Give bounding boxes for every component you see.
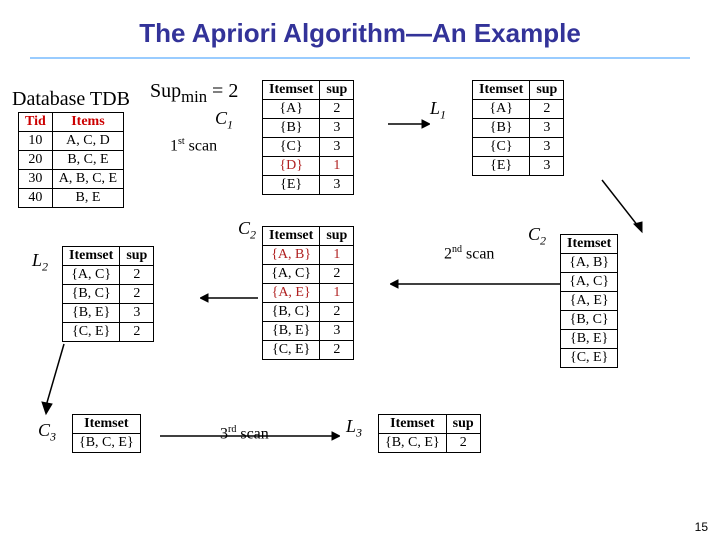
c3-label: C3 (38, 420, 56, 445)
c3-table: Itemset{B, C, E} (72, 414, 141, 453)
arrow-c2r-c2m (390, 278, 560, 290)
c2-mid-label: C2 (238, 218, 256, 243)
tdb-table: TidItems10A, C, D20B, C, E30A, B, C, E40… (18, 112, 124, 208)
c1-label: C1 (215, 108, 233, 133)
title-underline (30, 57, 690, 59)
c2-right-label: C2 (528, 224, 546, 249)
arrow-c1-l1 (388, 118, 430, 130)
l3-label: L3 (346, 416, 362, 441)
l2-label: L2 (32, 250, 48, 275)
slide-title: The Apriori Algorithm—An Example (0, 0, 720, 49)
db-label: Database TDB (12, 88, 130, 111)
arrow-c2m-l2 (200, 292, 258, 304)
c1-table: Itemsetsup{A}2{B}3{C}3{D}1{E}3 (262, 80, 354, 195)
l1-label: L1 (430, 98, 446, 123)
arrow-l2-c3 (34, 342, 84, 416)
l1-table: Itemsetsup{A}2{B}3{C}3{E}3 (472, 80, 564, 176)
supmin-label: Supmin = 2 (150, 80, 238, 107)
arrow-c3-l3 (160, 430, 340, 442)
scan1-label: 1st scan (170, 136, 217, 155)
page-number: 15 (695, 520, 708, 534)
c2-mid-table: Itemsetsup{A, B}1{A, C}2{A, E}1{B, C}2{B… (262, 226, 354, 360)
scan2-label: 2nd scan (444, 244, 494, 263)
arrow-l1-c2 (596, 176, 646, 236)
l2-table: Itemsetsup{A, C}2{B, C}2{B, E}3{C, E}2 (62, 246, 154, 342)
c2-right-table: Itemset{A, B}{A, C}{A, E}{B, C}{B, E}{C,… (560, 234, 618, 368)
diagram-area: Database TDB Supmin = 2 TidItems10A, C, … (0, 78, 720, 540)
l3-table: Itemsetsup{B, C, E}2 (378, 414, 481, 453)
